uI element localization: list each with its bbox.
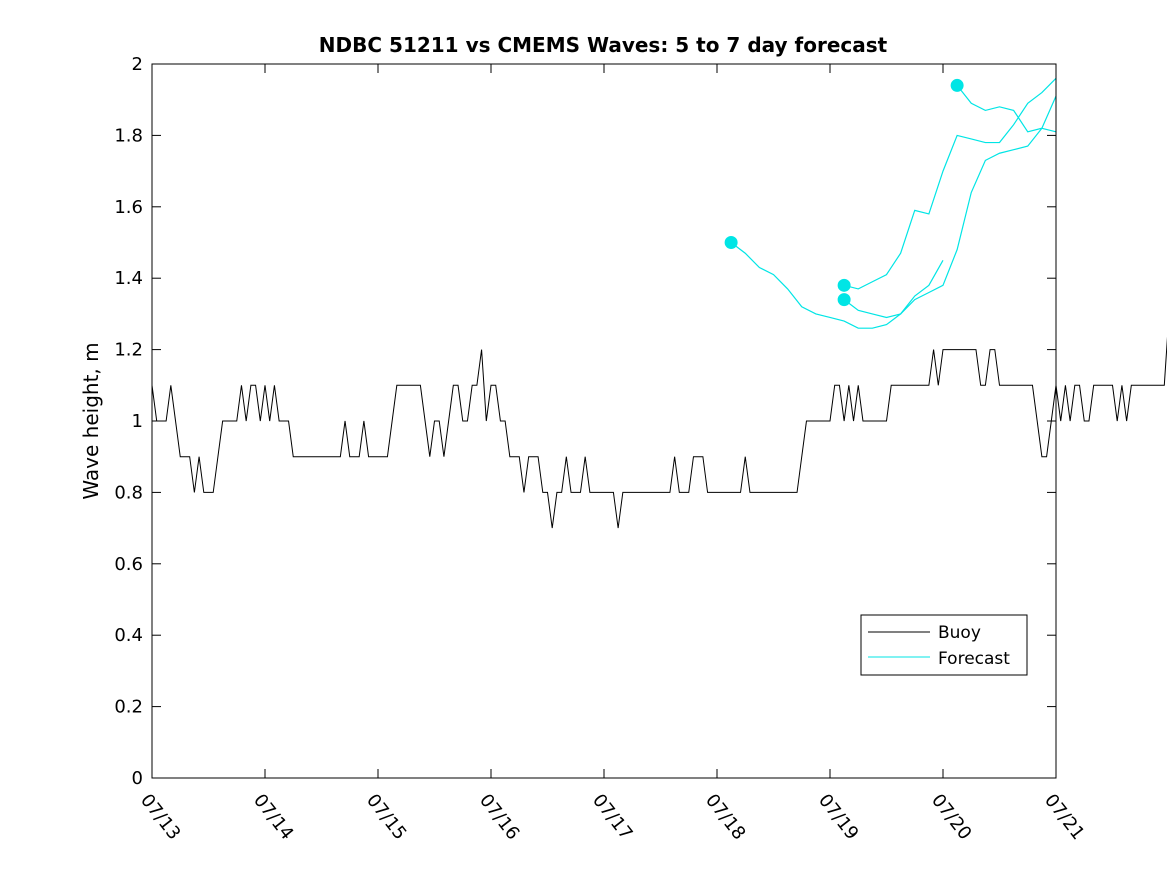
y-tick-label: 1 xyxy=(132,411,143,432)
series-layer xyxy=(151,77,1167,529)
forecast-series-line-3 xyxy=(843,77,1057,290)
y-tick-label: 0.2 xyxy=(114,697,143,718)
forecast-series-line-1 xyxy=(730,242,944,329)
chart-title: NDBC 51211 vs CMEMS Waves: 5 to 7 day fo… xyxy=(319,33,888,57)
x-tick-label: 07/14 xyxy=(249,790,297,844)
y-tick-label: 1.8 xyxy=(114,125,143,146)
legend-box xyxy=(860,614,1028,676)
y-tick-label: 1.2 xyxy=(114,340,143,361)
x-tick-label: 07/13 xyxy=(136,790,184,844)
forecast-start-marker xyxy=(950,78,964,92)
x-tick-label: 07/18 xyxy=(701,790,749,844)
plot-frame xyxy=(151,63,1057,779)
x-tick-label: 07/16 xyxy=(475,790,523,844)
buoy-series-line xyxy=(151,336,1167,529)
y-tick-label: 1.4 xyxy=(114,268,143,289)
forecast-start-marker xyxy=(837,278,851,292)
x-tick-label: 07/15 xyxy=(362,790,410,844)
legend-buoy-label: Buoy xyxy=(938,623,981,643)
legend-forecast-label: Forecast xyxy=(938,649,1010,669)
x-tick-label: 07/19 xyxy=(814,790,862,844)
y-tick-label: 0.4 xyxy=(114,625,143,646)
forecast-series-line-2 xyxy=(843,127,1057,319)
forecast-series-line-4 xyxy=(956,85,1057,133)
y-tick-label: 0.6 xyxy=(114,554,143,575)
x-tick-label: 07/21 xyxy=(1040,790,1088,844)
y-tick-label: 1.6 xyxy=(114,197,143,218)
x-tick-label: 07/20 xyxy=(927,790,975,844)
y-tick-label: 0.8 xyxy=(114,482,143,503)
y-tick-label: 0 xyxy=(132,768,143,789)
y-axis-label: Wave height, m xyxy=(79,342,103,499)
forecast-start-marker xyxy=(724,236,738,249)
x-tick-label: 07/17 xyxy=(588,790,636,844)
forecast-start-marker xyxy=(837,293,851,307)
legend: Buoy Forecast xyxy=(860,614,1028,676)
y-tick-label: 2 xyxy=(132,54,143,75)
